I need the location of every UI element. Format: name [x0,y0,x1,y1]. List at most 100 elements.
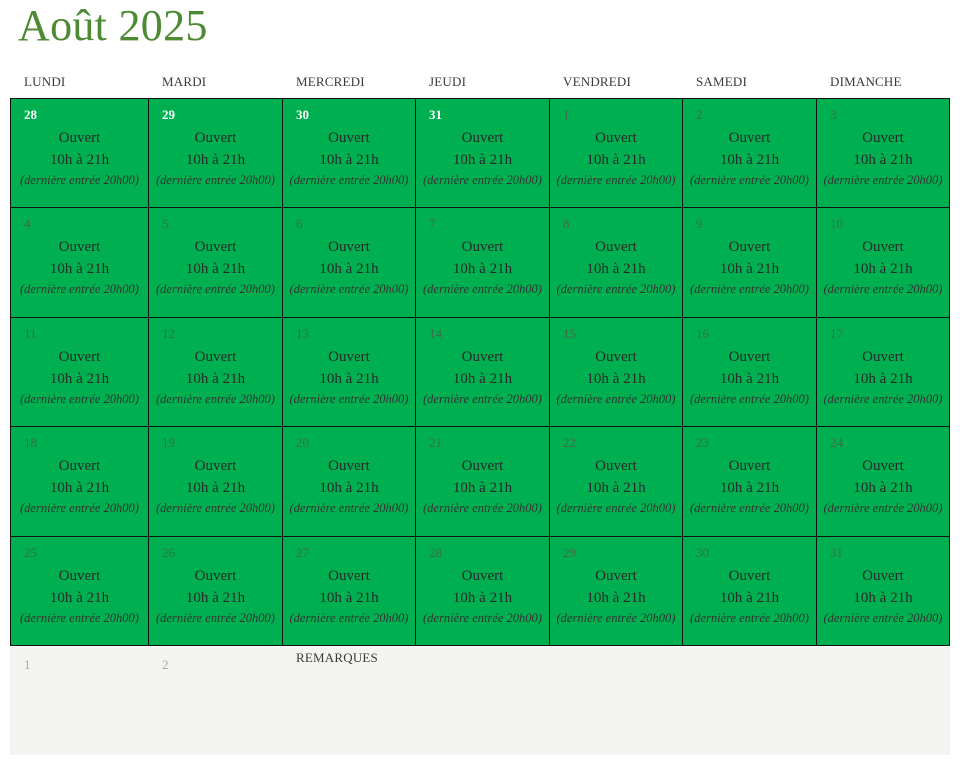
day-hours: 10h à 21h [853,590,913,606]
calendar-day-cell[interactable]: 23 Ouvert 10h à 21h (dernière entrée 20h00) [683,427,817,537]
day-last-entry-note: (dernière entrée 20h00) [556,392,676,406]
day-last-entry-note: (dernière entrée 20h00) [423,501,542,515]
calendar-day-cell[interactable]: 12 Ouvert 10h à 21h (dernière entrée 20h00) [149,318,283,427]
day-hours: 10h à 21h [185,152,246,168]
calendar-day-cell[interactable]: 15 Ouvert 10h à 21h (dernière entrée 20h00) [550,318,683,427]
day-number: 4 [24,216,31,231]
day-last-entry-note: (dernière entrée 20h00) [556,501,676,515]
remarks-label: REMARQUES [296,650,378,665]
day-opening-info: Ouvert 10h à 21h (dernière entrée 20h00) [550,127,682,190]
calendar-day-cell[interactable]: 1 Ouvert 10h à 21h (dernière entrée 20h00) [550,99,683,208]
calendar-day-cell[interactable]: 13 Ouvert 10h à 21h (dernière entrée 20h00) [283,318,416,427]
calendar-day-cell[interactable]: 30 Ouvert 10h à 21h (dernière entrée 20h00) [683,537,817,645]
day-number: 31 [830,545,843,560]
calendar-day-cell[interactable]: 14 Ouvert 10h à 21h (dernière entrée 20h00) [416,318,550,427]
day-status: Ouvert [728,130,771,146]
calendar-day-cell[interactable]: 22 Ouvert 10h à 21h (dernière entrée 20h00) [550,427,683,537]
calendar-day-cell[interactable]: 31 Ouvert 10h à 21h (dernière entrée 20h00) [416,99,550,208]
day-hours: 10h à 21h [49,261,110,277]
day-last-entry-note: (dernière entrée 20h00) [289,282,409,296]
calendar-day-cell[interactable]: 26 Ouvert 10h à 21h (dernière entrée 20h00) [149,537,283,645]
calendar-day-cell[interactable]: 10 Ouvert 10h à 21h (dernière entrée 20h00) [817,208,949,318]
day-opening-info: Ouvert 10h à 21h (dernière entrée 20h00) [683,346,816,409]
day-opening-info: Ouvert 10h à 21h (dernière entrée 20h00) [416,127,549,190]
calendar-day-cell[interactable]: 30 Ouvert 10h à 21h (dernière entrée 20h00) [283,99,416,208]
calendar-day-cell[interactable]: 3 Ouvert 10h à 21h (dernière entrée 20h00) [817,99,949,208]
calendar-day-cell[interactable]: 11 Ouvert 10h à 21h (dernière entrée 20h00) [11,318,149,427]
calendar-day-cell[interactable]: 24 Ouvert 10h à 21h (dernière entrée 20h00) [817,427,949,537]
calendar-day-cell[interactable]: 7 Ouvert 10h à 21h (dernière entrée 20h00) [416,208,550,318]
calendar-day-cell[interactable]: 5 Ouvert 10h à 21h (dernière entrée 20h00) [149,208,283,318]
day-hours: 10h à 21h [452,261,513,277]
day-status: Ouvert [728,239,771,255]
calendar-day-cell[interactable]: 21 Ouvert 10h à 21h (dernière entrée 20h00) [416,427,550,537]
day-status: Ouvert [461,458,504,474]
day-opening-info: Ouvert 10h à 21h (dernière entrée 20h00) [683,127,816,190]
day-status: Ouvert [58,568,101,584]
day-number: 28 [429,545,442,560]
calendar-day-cell[interactable]: 25 Ouvert 10h à 21h (dernière entrée 20h00) [11,537,149,645]
day-number: 20 [296,435,309,450]
day-status: Ouvert [58,349,101,365]
day-number: 30 [296,107,309,122]
day-opening-info: Ouvert 10h à 21h (dernière entrée 20h00) [283,455,415,518]
day-status: Ouvert [328,458,370,474]
calendar-day-cell[interactable]: 8 Ouvert 10h à 21h (dernière entrée 20h00) [550,208,683,318]
day-hours: 10h à 21h [719,590,780,606]
day-status: Ouvert [728,458,771,474]
day-last-entry-note: (dernière entrée 20h00) [20,282,139,296]
calendar-day-cell[interactable]: 19 Ouvert 10h à 21h (dernière entrée 20h00) [149,427,283,537]
calendar-day-cell[interactable]: 31 Ouvert 10h à 21h (dernière entrée 20h00) [817,537,949,645]
day-hours: 10h à 21h [853,371,913,387]
day-hours: 10h à 21h [452,590,513,606]
calendar-day-cell[interactable]: 29 Ouvert 10h à 21h (dernière entrée 20h00) [550,537,683,645]
day-status: Ouvert [194,349,237,365]
calendar-day-cell[interactable]: 27 Ouvert 10h à 21h (dernière entrée 20h00) [283,537,416,645]
day-last-entry-note: (dernière entrée 20h00) [423,173,542,187]
day-opening-info: Ouvert 10h à 21h (dernière entrée 20h00) [550,455,682,518]
calendar-day-cell[interactable]: 28 Ouvert 10h à 21h (dernière entrée 20h00) [11,99,149,208]
day-status: Ouvert [461,130,504,146]
day-number: 2 [696,107,703,122]
day-status: Ouvert [862,458,904,474]
calendar-day-cell[interactable]: 2 Ouvert 10h à 21h (dernière entrée 20h00) [683,99,817,208]
calendar-day-cell[interactable]: 20 Ouvert 10h à 21h (dernière entrée 20h00) [283,427,416,537]
calendar-day-cell[interactable]: 28 Ouvert 10h à 21h (dernière entrée 20h00) [416,537,550,645]
day-opening-info: Ouvert 10h à 21h (dernière entrée 20h00) [683,236,816,299]
day-number: 8 [563,216,570,231]
day-opening-info: Ouvert 10h à 21h (dernière entrée 20h00) [683,565,816,628]
day-opening-info: Ouvert 10h à 21h (dernière entrée 20h00) [11,455,148,518]
calendar-day-cell[interactable]: 29 Ouvert 10h à 21h (dernière entrée 20h00) [149,99,283,208]
day-opening-info: Ouvert 10h à 21h (dernière entrée 20h00) [11,346,148,409]
day-hours: 10h à 21h [853,480,913,496]
day-opening-info: Ouvert 10h à 21h (dernière entrée 20h00) [149,565,282,628]
day-hours: 10h à 21h [319,590,379,606]
calendar-day-cell[interactable]: 4 Ouvert 10h à 21h (dernière entrée 20h00) [11,208,149,318]
day-opening-info: Ouvert 10h à 21h (dernière entrée 20h00) [416,565,549,628]
calendar-day-cell[interactable]: 6 Ouvert 10h à 21h (dernière entrée 20h00) [283,208,416,318]
day-number: 28 [24,107,37,122]
day-status: Ouvert [595,458,637,474]
day-last-entry-note: (dernière entrée 20h00) [423,392,542,406]
day-opening-info: Ouvert 10h à 21h (dernière entrée 20h00) [149,346,282,409]
day-status: Ouvert [194,239,237,255]
day-opening-info: Ouvert 10h à 21h (dernière entrée 20h00) [283,236,415,299]
day-number: 15 [563,326,576,341]
day-status: Ouvert [328,568,370,584]
day-hours: 10h à 21h [319,371,379,387]
day-opening-info: Ouvert 10h à 21h (dernière entrée 20h00) [817,127,949,190]
day-number: 16 [696,326,709,341]
calendar-day-cell[interactable]: 18 Ouvert 10h à 21h (dernière entrée 20h00) [11,427,149,537]
day-number: 9 [696,216,703,231]
day-status: Ouvert [595,349,637,365]
day-number: 30 [696,545,709,560]
day-last-entry-note: (dernière entrée 20h00) [156,282,275,296]
day-number: 14 [429,326,442,341]
calendar-day-cell[interactable]: 16 Ouvert 10h à 21h (dernière entrée 20h00) [683,318,817,427]
calendar-day-cell[interactable]: 9 Ouvert 10h à 21h (dernière entrée 20h00) [683,208,817,318]
day-opening-info: Ouvert 10h à 21h (dernière entrée 20h00) [416,236,549,299]
calendar-day-cell[interactable]: 17 Ouvert 10h à 21h (dernière entrée 20h00) [817,318,949,427]
day-last-entry-note: (dernière entrée 20h00) [20,392,139,406]
day-hours: 10h à 21h [853,152,913,168]
day-status: Ouvert [461,239,504,255]
